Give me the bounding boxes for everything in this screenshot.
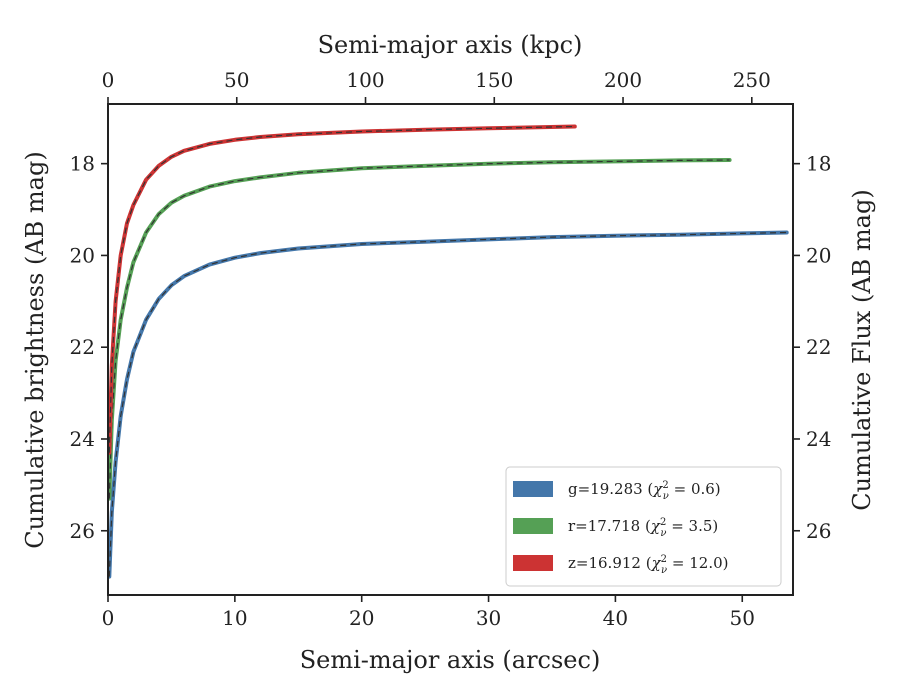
right-y-tick-label: 18 bbox=[806, 152, 831, 176]
y-axis-label: Cumulative brightness (AB mag) bbox=[21, 151, 49, 548]
y-tick-label: 20 bbox=[70, 243, 95, 267]
series-line-r bbox=[107, 158, 732, 501]
x-tick-label: 30 bbox=[476, 606, 501, 630]
y-tick-label: 18 bbox=[70, 152, 95, 176]
model-line-g bbox=[108, 231, 787, 577]
right-y-tick-label: 24 bbox=[806, 427, 831, 451]
x-tick-label: 40 bbox=[603, 606, 628, 630]
top-x-axis-label: Semi-major axis (kpc) bbox=[318, 31, 583, 59]
axes: 0 10 20 30 40 50 0 50 100 150 200 250 18 18 20 20 22 22 24… bbox=[70, 68, 832, 630]
legend-swatch-r bbox=[513, 518, 553, 534]
right-y-tick-label: 22 bbox=[806, 335, 831, 359]
top-x-tick-label: 100 bbox=[346, 68, 384, 92]
right-y-axis-label: Cumulative Flux (AB mag) bbox=[848, 189, 876, 510]
y-tick-label: 22 bbox=[70, 335, 95, 359]
legend-label-r: r=17.718 (χ2 ν = 3.5) bbox=[568, 517, 718, 539]
x-tick-label: 50 bbox=[730, 606, 755, 630]
top-x-tick-label: 0 bbox=[102, 68, 115, 92]
series-line-z bbox=[107, 124, 577, 455]
x-tick-label: 0 bbox=[102, 606, 115, 630]
top-x-tick-label: 50 bbox=[224, 68, 249, 92]
x-tick-label: 10 bbox=[222, 606, 247, 630]
legend-box bbox=[505, 466, 782, 587]
legend-label-z: z=16.912 (χ2 ν = 12.0) bbox=[568, 554, 729, 576]
y-tick-label: 26 bbox=[70, 519, 95, 543]
legend-label-g: g=19.283 (χ2 ν = 0.6) bbox=[568, 480, 721, 502]
model-line-r bbox=[108, 159, 730, 499]
legend-swatch-g bbox=[513, 481, 553, 497]
x-tick-label: 20 bbox=[349, 606, 374, 630]
y-tick-label: 24 bbox=[70, 427, 95, 451]
legend-swatch-z bbox=[513, 555, 553, 571]
top-x-tick-label: 200 bbox=[604, 68, 642, 92]
top-x-tick-label: 250 bbox=[733, 68, 771, 92]
model-line-z bbox=[108, 125, 575, 453]
legend: g=19.283 (χ2 ν = 0.6) r=17.718 (χ2 ν = 3.5)… bbox=[505, 466, 782, 587]
right-y-tick-label: 26 bbox=[806, 519, 831, 543]
plot-frame bbox=[107, 103, 794, 596]
x-axis-label: Semi-major axis (arcsec) bbox=[300, 646, 601, 674]
plot-area bbox=[107, 124, 789, 579]
right-y-tick-label: 20 bbox=[806, 243, 831, 267]
top-x-tick-label: 150 bbox=[475, 68, 513, 92]
